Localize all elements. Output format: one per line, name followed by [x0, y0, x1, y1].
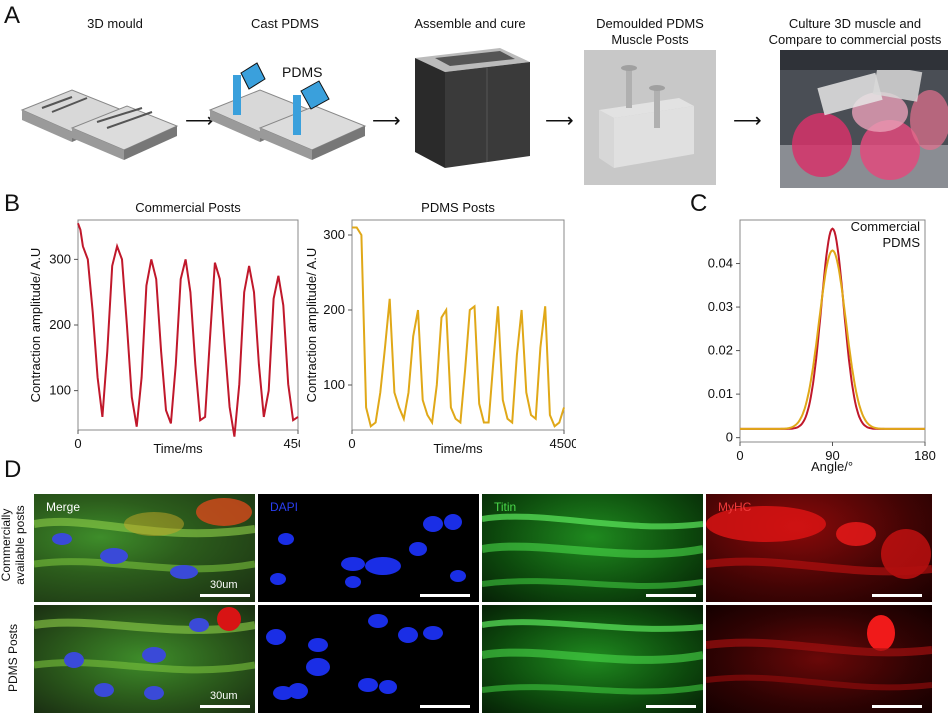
- chart-b2-series-line: [352, 226, 565, 429]
- step-label-demoulded-l1: Demoulded PDMS: [596, 16, 704, 31]
- mic-merge-pdms-texture: [34, 607, 255, 700]
- panel-letter-d: D: [4, 456, 22, 483]
- chart-b2-ytick-1: 200: [323, 302, 345, 317]
- assembled-mould-illustration: [415, 48, 530, 168]
- row-label-pdms: PDMS Posts: [6, 624, 20, 693]
- row-label-commercial: Commercially available posts: [0, 495, 29, 595]
- mic-myhc-pdms: [706, 605, 932, 713]
- mic-titin-commercial: Titin: [482, 494, 703, 602]
- chart-c-series-pdms: [740, 249, 925, 430]
- scale-text-pdms: 30um: [210, 690, 238, 702]
- chart-b1-xtick-1: 4500: [284, 436, 300, 451]
- mic-dapi-commercial: DAPI: [258, 494, 479, 602]
- mic-titin-pdms-texture: [482, 619, 703, 695]
- mic-dapi-pdms-nuclei: [266, 614, 443, 700]
- scale-bar-merge-commercial: [200, 594, 250, 597]
- mic-merge-commercial-texture: [34, 498, 255, 579]
- mic-dapi-commercial-nuclei: [270, 514, 466, 588]
- chart-b2-ytick-0: 100: [323, 377, 345, 392]
- chart-b1-xtick-0: 0: [74, 436, 81, 451]
- mic-col-label-dapi: DAPI: [270, 500, 299, 514]
- chart-commercial-posts: 100 200 300 0 4500 Time/ms Contraction ampl…: [28, 219, 300, 456]
- mic-merge-commercial: Merge 30um: [34, 494, 255, 602]
- panel-letter-c: C: [690, 190, 708, 217]
- arrow-2: ⟶: [372, 110, 401, 132]
- chart-pdms-posts: 100 200 300 0 4500 Time/ms Contraction ampl…: [304, 219, 576, 456]
- scale-bar-titin-commercial: [646, 594, 696, 597]
- arrow-3: ⟶: [545, 110, 574, 132]
- scale-bar-merge-pdms: [200, 705, 250, 708]
- chart-c-ytick-3: 0.03: [708, 299, 733, 314]
- step-label-mould: 3D mould: [87, 16, 143, 31]
- chart-c-ytick-2: 0.02: [708, 343, 733, 358]
- chart-c-ytick-4: 0.04: [708, 256, 733, 271]
- scale-text-commercial: 30um: [210, 579, 238, 591]
- demoulded-posts-image: [584, 50, 716, 185]
- chart-c-ytick-0: 0: [726, 430, 733, 445]
- step-label-assemble: Assemble and cure: [414, 16, 526, 31]
- step-label-culture-l1: Culture 3D muscle and: [788, 16, 922, 31]
- step-label-culture-l2: Compare to commercial posts: [768, 32, 942, 47]
- step-label-demoulded-l2: Muscle Posts: [611, 32, 689, 47]
- mic-myhc-commercial-texture: [706, 506, 932, 579]
- chart-b1-frame: [77, 219, 299, 431]
- step-label-demoulded: Demoulded PDMS Muscle Posts: [580, 16, 720, 48]
- panel-letter-b: B: [4, 190, 21, 217]
- panel-letter-a: A: [4, 2, 21, 29]
- scale-bar-myhc-pdms: [872, 705, 922, 708]
- chart-b2-xlabel: Time/ms: [433, 441, 483, 456]
- row-label-commercial-l2: available posts: [13, 505, 27, 585]
- mic-myhc-commercial: MyHC: [706, 494, 932, 602]
- mic-titin-commercial-texture: [482, 513, 703, 589]
- mic-titin-pdms: [482, 605, 703, 713]
- chart-c-legend-commercial: Commercial: [851, 219, 920, 234]
- chart-b2-frame: [351, 219, 565, 431]
- mic-col-label-myhc: MyHC: [718, 500, 752, 514]
- pdms-tag: PDMS: [282, 64, 323, 80]
- mic-dapi-pdms: [258, 605, 479, 713]
- chart-c-legend-pdms: PDMS: [882, 235, 920, 250]
- chart-c-frame: [739, 219, 926, 443]
- arrow-1: ⟶: [185, 110, 214, 132]
- arrow-4: ⟶: [733, 110, 762, 132]
- chart-c-series-commercial: [740, 227, 925, 430]
- scale-bar-dapi-commercial: [420, 594, 470, 597]
- chart-c-xlabel: Angle/°: [811, 459, 853, 474]
- step-label-cast: Cast PDMS: [251, 16, 319, 31]
- chart-b1-ylabel: Contraction amplitude/ A.U: [28, 248, 43, 403]
- mic-myhc-pdms-texture: [706, 615, 932, 691]
- chart-b1-title: Commercial Posts: [135, 200, 241, 215]
- scale-bar-dapi-pdms: [420, 705, 470, 708]
- chart-b1-xlabel: Time/ms: [153, 441, 203, 456]
- chart-b1-ytick-0: 100: [49, 383, 71, 398]
- step-label-culture: Culture 3D muscle and Compare to commerc…: [760, 16, 950, 48]
- chart-angle-distribution: 0 0.01 0.02 0.03 0.04 0 90 180 Commercial PDMS…: [708, 219, 936, 474]
- mould-illustration: [20, 89, 179, 160]
- chart-b2-ytick-2: 300: [323, 227, 345, 242]
- chart-c-xtick-1: 90: [825, 448, 839, 463]
- chart-b2-xtick-1: 4500: [550, 436, 576, 451]
- chart-b2-ylabel: Contraction amplitude/ A.U: [304, 248, 319, 403]
- row-label-commercial-l1: Commercially: [0, 508, 13, 582]
- chart-b1-ytick-1: 200: [49, 317, 71, 332]
- chart-c-xtick-0: 0: [736, 448, 743, 463]
- scale-bar-myhc-commercial: [872, 594, 922, 597]
- chart-c-xtick-2: 180: [914, 448, 936, 463]
- chart-b2-xtick-0: 0: [348, 436, 355, 451]
- cast-pdms-illustration: [208, 62, 367, 160]
- chart-b1-ytick-2: 300: [49, 251, 71, 266]
- mic-col-label-merge: Merge: [46, 500, 81, 514]
- mic-col-label-titin: Titin: [494, 500, 517, 514]
- mic-merge-pdms: 30um: [34, 605, 255, 713]
- chart-b1-series-line: [77, 222, 299, 437]
- scale-bar-titin-pdms: [646, 705, 696, 708]
- chart-c-ytick-1: 0.01: [708, 386, 733, 401]
- chart-b2-title: PDMS Posts: [421, 200, 495, 215]
- culture-photo: [780, 50, 948, 188]
